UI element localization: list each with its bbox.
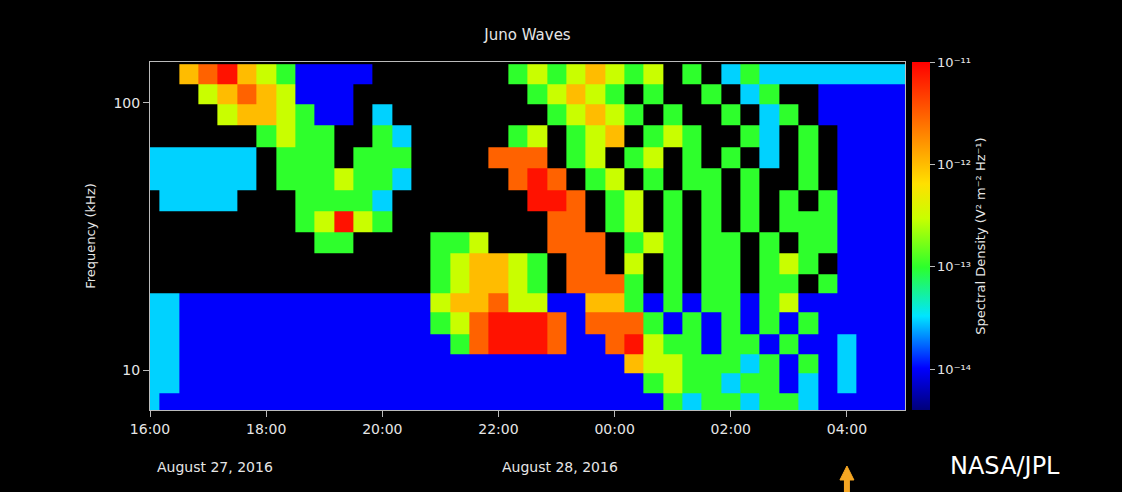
svg-text:Spectral Density (V² m⁻² Hz⁻¹): Spectral Density (V² m⁻² Hz⁻¹) xyxy=(973,137,988,334)
svg-text:00:00: 00:00 xyxy=(594,421,634,437)
svg-text:August 27, 2016: August 27, 2016 xyxy=(157,459,273,475)
svg-text:02:00: 02:00 xyxy=(711,421,751,437)
svg-text:10: 10 xyxy=(122,362,140,378)
svg-text:22:00: 22:00 xyxy=(478,421,518,437)
svg-text:18:00: 18:00 xyxy=(246,421,286,437)
svg-text:10⁻¹²: 10⁻¹² xyxy=(937,157,971,172)
svg-text:10⁻¹¹: 10⁻¹¹ xyxy=(937,55,971,70)
svg-text:NASA/JPL: NASA/JPL xyxy=(950,452,1060,480)
svg-text:10⁻¹⁴: 10⁻¹⁴ xyxy=(937,362,971,377)
svg-text:04:00: 04:00 xyxy=(827,421,867,437)
svg-text:10⁻¹³: 10⁻¹³ xyxy=(937,259,971,274)
svg-text:100: 100 xyxy=(113,95,140,111)
svg-text:Juno Waves: Juno Waves xyxy=(483,26,571,44)
svg-text:16:00: 16:00 xyxy=(130,421,170,437)
svg-text:Frequency (kHz): Frequency (kHz) xyxy=(83,183,98,289)
svg-text:20:00: 20:00 xyxy=(362,421,402,437)
svg-text:August 28, 2016: August 28, 2016 xyxy=(502,459,618,475)
